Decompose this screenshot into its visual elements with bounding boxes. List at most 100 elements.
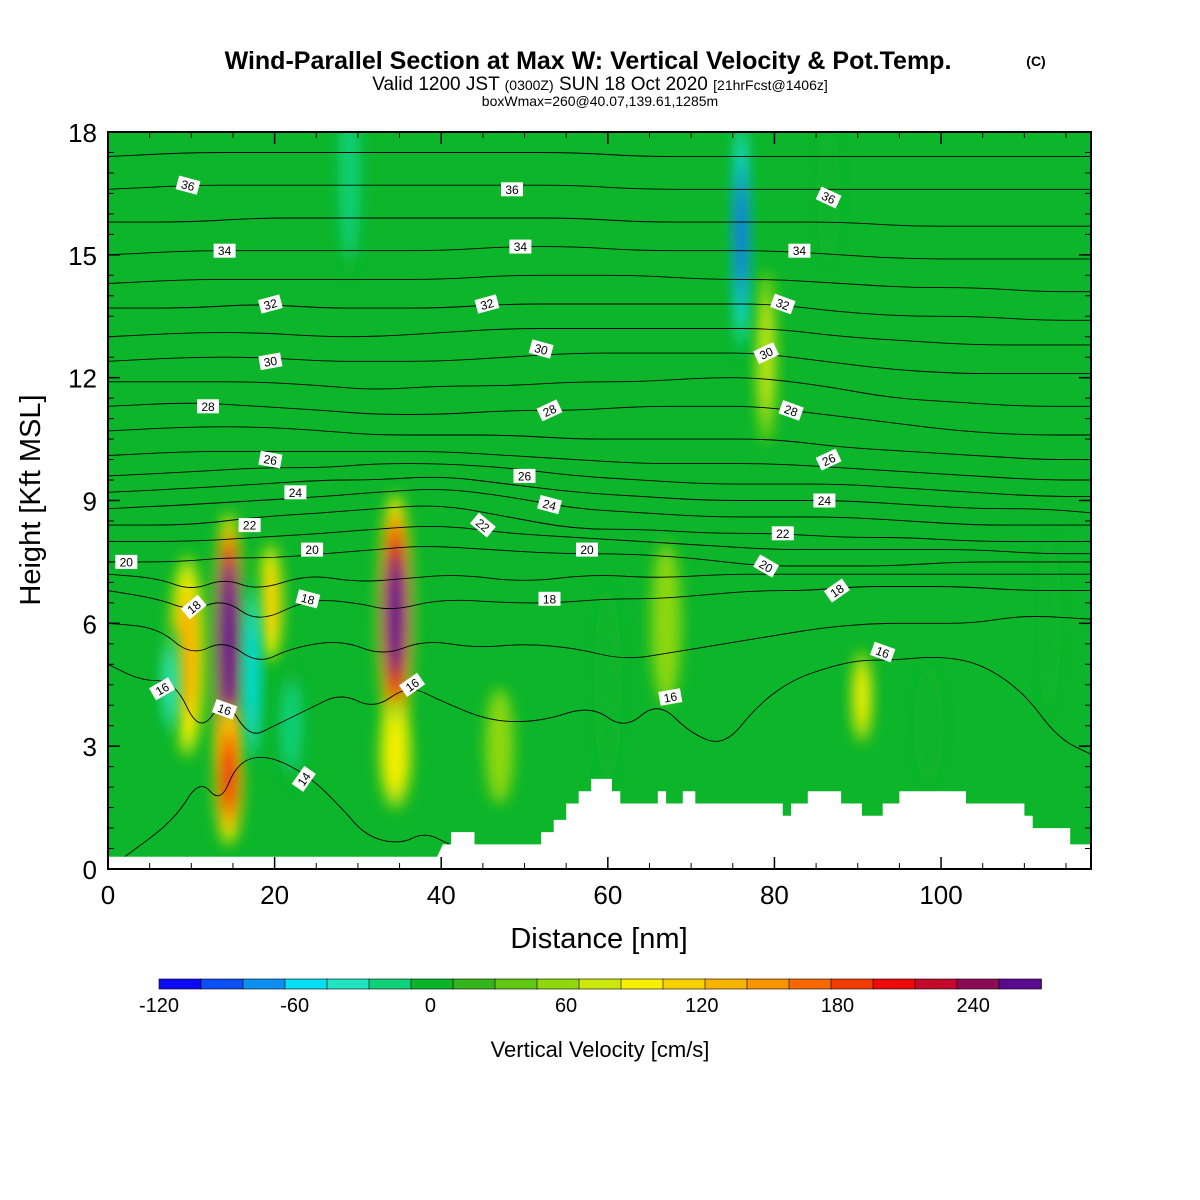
isentrope-20 (108, 546, 1091, 567)
colorbar-swatch (158, 978, 202, 990)
valid-date: SUN 18 Oct 2020 (559, 74, 708, 95)
contour-label: 16 (399, 672, 426, 697)
contour-label: 14 (291, 765, 316, 792)
contour-label-text: 30 (263, 354, 279, 370)
contour-label: 20 (576, 542, 598, 557)
isentrope-29 (108, 377, 1091, 407)
valid-zulu: (0300Z) (505, 77, 554, 93)
contour-label: 18 (180, 594, 207, 620)
plot-area: 36 36 36 34 34 34 32 32 32 30 30 30 28 28 28 26 26 26 24 24… (108, 132, 1091, 869)
velocity-cell (594, 582, 622, 788)
potential-temperature-contours (108, 152, 1091, 858)
chart-title: Wind-Parallel Section at Max W: Vertical… (225, 47, 952, 75)
contour-label-box (771, 526, 794, 541)
velocity-cell (214, 703, 243, 847)
isentrope-17 (108, 616, 1091, 660)
contour-label-text: 18 (300, 591, 317, 608)
velocity-cell (851, 650, 872, 744)
colorbar-swatch (872, 978, 916, 990)
contour-label: 34 (788, 243, 811, 258)
colorbar-tick-label: 0 (425, 995, 436, 1017)
contour-label-box (258, 450, 283, 469)
contour-label-box (501, 182, 523, 197)
y-tick-label: 18 (68, 118, 97, 148)
velocity-band (594, 582, 622, 788)
colorbar: -120 -60 0 60 120 180 240 (139, 978, 1042, 1017)
contour-label-text: 34 (793, 244, 807, 258)
contour-label-text: 26 (263, 452, 279, 468)
contour-label-text: 24 (818, 494, 832, 508)
velocity-cell (1038, 531, 1061, 716)
contour-label-box (509, 239, 532, 254)
contour-label: 34 (509, 239, 532, 254)
isentrope-25 (108, 463, 1091, 497)
contour-label: 28 (197, 399, 219, 414)
contour-label: 30 (753, 342, 780, 365)
velocity-band (913, 664, 944, 787)
colorbar-tick-label: 60 (555, 995, 577, 1017)
colorbar-tick-label: -60 (280, 995, 309, 1017)
contour-label: 36 (815, 186, 842, 209)
contour-label-text: 36 (505, 183, 519, 197)
contour-label: 30 (528, 339, 554, 359)
contour-label-box (753, 554, 780, 578)
contour-label-text: 20 (305, 543, 319, 557)
contour-label: 26 (258, 450, 283, 469)
velocity-band (1038, 531, 1061, 716)
colorbar-swatch (956, 978, 1000, 990)
velocity-cell (913, 664, 944, 787)
colorbar-tick-label: 120 (685, 995, 718, 1017)
contour-label-text: 18 (543, 592, 557, 606)
contour-label-text: 34 (218, 244, 232, 258)
contour-label: 18 (823, 578, 850, 603)
contour-label-box (813, 493, 836, 508)
contour-label: 32 (474, 294, 500, 314)
contour-label-box (213, 243, 236, 258)
contour-label-text: 22 (776, 527, 790, 541)
contour-label: 20 (115, 554, 138, 569)
velocity-cell (379, 699, 412, 810)
isentrope-24 (108, 476, 1091, 514)
contour-label-box (175, 175, 201, 195)
y-tick-label: 12 (68, 364, 97, 394)
valid-time: Valid 1200 JST (372, 74, 500, 95)
isentrope-28 (108, 402, 1091, 436)
contour-label-text: 32 (262, 296, 279, 313)
colorbar-swatch (998, 978, 1042, 990)
isentrope-27 (108, 426, 1091, 461)
colorbar-swatch (494, 978, 538, 990)
contour-label-box (115, 554, 138, 569)
colorbar-tick-label: 240 (956, 995, 989, 1017)
colorbar-tick-label: -120 (139, 995, 179, 1017)
contour-label-box (149, 677, 176, 701)
contour-label-box (211, 698, 238, 720)
velocity-band (176, 601, 198, 711)
contour-label: 32 (770, 293, 796, 315)
colorbar-swatch (200, 978, 244, 990)
contour-label: 28 (778, 400, 804, 421)
contour-label: 26 (815, 448, 842, 471)
contour-label-box (291, 765, 316, 792)
velocity-band (854, 667, 870, 727)
velocity-band (246, 613, 259, 732)
contour-label-text: 20 (757, 557, 776, 576)
isentrope-18 (108, 586, 1091, 618)
contour-label-text: 36 (819, 189, 837, 207)
contour-label: 16 (211, 698, 238, 720)
contour-label-box (295, 589, 321, 609)
terrain (108, 778, 1091, 869)
contour-label: 30 (258, 352, 283, 371)
chart-subtitle: Valid 1200 JST (0300Z) SUN 18 Oct 2020 [… (372, 74, 828, 95)
contour-label: 36 (175, 175, 201, 195)
velocity-band (223, 612, 235, 676)
colorbar-swatch (914, 978, 958, 990)
colorbar-swatch (620, 978, 664, 990)
terrain-layer (108, 778, 1091, 869)
colorbar-swatch (368, 978, 412, 990)
contour-label-text: 26 (820, 451, 838, 469)
contour-label: 24 (284, 485, 307, 500)
contour-label-text: 20 (580, 543, 594, 557)
contour-label: 28 (536, 399, 563, 422)
